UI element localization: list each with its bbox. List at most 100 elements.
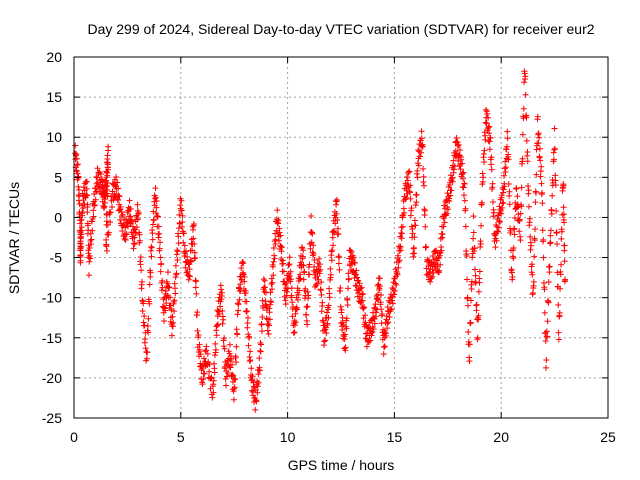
data-point (538, 163, 545, 170)
data-point (297, 275, 304, 282)
data-point (190, 220, 197, 227)
data-point (524, 149, 531, 156)
data-point (153, 204, 160, 211)
x-tick-label: 5 (177, 429, 185, 445)
data-point (166, 284, 173, 291)
data-point (407, 182, 414, 189)
data-point (152, 194, 159, 201)
data-point (206, 368, 213, 375)
data-point (460, 192, 467, 199)
data-point (388, 297, 395, 304)
data-point (528, 242, 535, 249)
data-point (417, 153, 424, 160)
data-point (139, 297, 146, 304)
data-point (276, 229, 283, 236)
data-point (418, 128, 425, 135)
data-point (186, 266, 193, 273)
data-point (421, 207, 428, 214)
data-point (374, 295, 381, 302)
data-point (485, 130, 492, 137)
data-point (103, 247, 110, 254)
data-point (481, 147, 488, 154)
data-point (201, 370, 208, 377)
data-point (127, 213, 134, 220)
data-point (328, 248, 335, 255)
data-point (519, 131, 526, 138)
y-tick-label: -25 (42, 410, 62, 426)
data-point (168, 332, 175, 339)
data-point (547, 239, 554, 246)
data-point (560, 204, 567, 211)
data-point (149, 230, 156, 237)
data-point (130, 240, 137, 247)
data-point (296, 287, 303, 294)
data-point (176, 211, 183, 218)
data-point (407, 195, 414, 202)
data-point (333, 201, 340, 208)
data-point (323, 330, 330, 337)
data-point (430, 269, 437, 276)
data-point (164, 269, 171, 276)
data-point (503, 146, 510, 153)
data-point (523, 114, 530, 121)
data-point (80, 205, 87, 212)
data-point (399, 230, 406, 237)
data-point (457, 166, 464, 173)
data-point (259, 314, 266, 321)
data-point (289, 299, 296, 306)
data-point (262, 284, 269, 291)
data-point (526, 215, 533, 222)
data-point (262, 298, 269, 305)
data-point (270, 244, 277, 251)
data-point (317, 287, 324, 294)
data-point (229, 371, 236, 378)
data-point (254, 383, 261, 390)
data-point (103, 236, 110, 243)
data-point (84, 201, 91, 208)
data-point (141, 322, 148, 329)
data-point (456, 152, 463, 159)
data-point (145, 315, 152, 322)
data-point (163, 300, 170, 307)
data-point (337, 285, 344, 292)
data-point (539, 227, 546, 234)
data-point (419, 143, 426, 150)
data-point (540, 254, 547, 261)
x-tick-label: 20 (493, 429, 509, 445)
data-point (121, 235, 128, 242)
data-point (481, 159, 488, 166)
data-point (329, 247, 336, 254)
data-point (217, 303, 224, 310)
data-point (465, 338, 472, 345)
data-point (115, 192, 122, 199)
data-point (338, 306, 345, 313)
data-point (347, 247, 354, 254)
data-point (123, 216, 130, 223)
data-point (155, 234, 162, 241)
data-point (101, 199, 108, 206)
data-point (283, 288, 290, 295)
data-point (473, 302, 480, 309)
data-point (161, 318, 168, 325)
data-point (536, 154, 543, 161)
data-point (287, 268, 294, 275)
data-point (505, 151, 512, 158)
data-point (542, 337, 549, 344)
data-point (363, 343, 370, 350)
data-point (148, 244, 155, 251)
data-point (115, 185, 122, 192)
data-point (550, 149, 557, 156)
data-point (475, 288, 482, 295)
data-point (485, 124, 492, 131)
data-point (119, 211, 126, 218)
data-point (210, 381, 217, 388)
data-point (170, 319, 177, 326)
data-point (137, 254, 144, 261)
data-point (265, 322, 272, 329)
data-point (331, 229, 338, 236)
data-point (75, 183, 82, 190)
data-point (172, 285, 179, 292)
data-point (190, 226, 197, 233)
data-point (206, 361, 213, 368)
data-point (318, 308, 325, 315)
